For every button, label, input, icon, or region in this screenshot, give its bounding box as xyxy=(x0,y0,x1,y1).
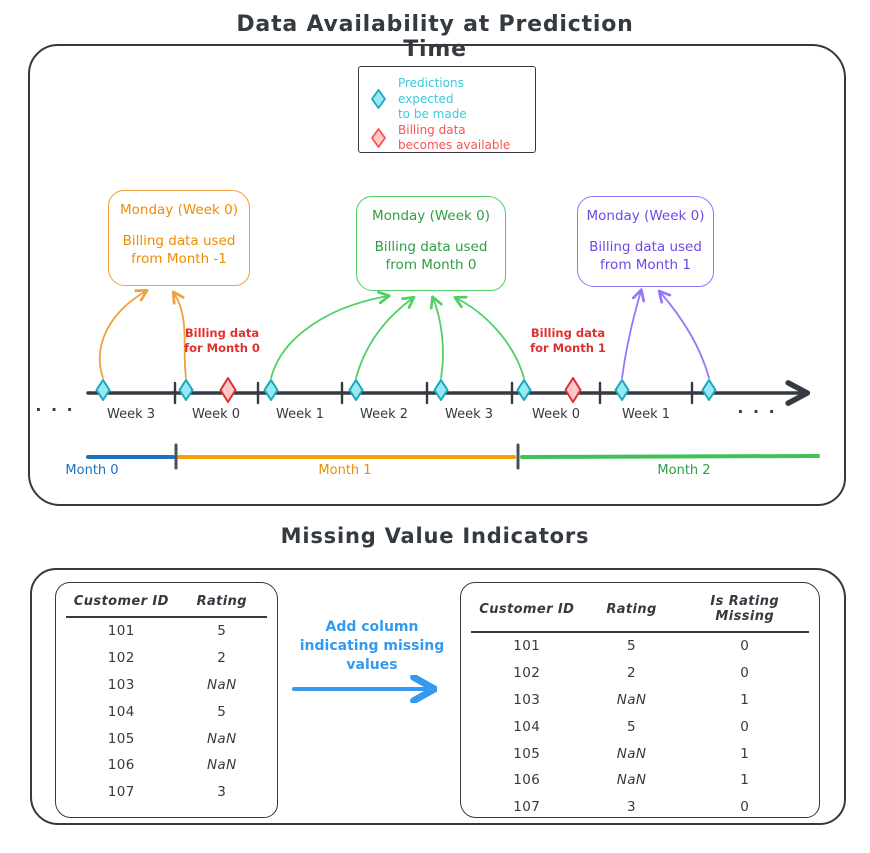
month2-label: Month 2 xyxy=(657,463,711,478)
month0-label: Month 0 xyxy=(65,463,119,478)
table-row: 104 5 0 xyxy=(471,713,809,740)
week-label: Week 0 xyxy=(191,407,241,422)
callout-title: Monday (Week 0) xyxy=(372,208,490,224)
header-row: Customer ID Rating Is Rating Missing xyxy=(471,588,809,633)
legend: Predictions expected to be made Billing … xyxy=(358,66,536,153)
cell: 101 xyxy=(513,638,541,655)
legend-item-billing: Billing data becomes available xyxy=(371,123,523,154)
week-label: Week 2 xyxy=(359,407,409,422)
cell: 107 xyxy=(107,784,135,801)
cell: 106 xyxy=(513,772,541,789)
callout-title: Monday (Week 0) xyxy=(120,202,238,218)
result-table: Customer ID Rating Is Rating Missing 101… xyxy=(471,588,809,820)
billing-data-month0-label: Billing data for Month 0 xyxy=(184,326,260,356)
cell: 5 xyxy=(627,718,637,735)
week-label: Week 1 xyxy=(621,407,671,422)
legend-label-predictions: Predictions expected to be made xyxy=(397,76,467,122)
cell: 5 xyxy=(217,703,227,720)
transform-arrow-label: Add column indicating missing values xyxy=(299,619,445,673)
callout-title: Monday (Week 0) xyxy=(586,208,705,224)
callout-month0: Monday (Week 0) Billing data used from M… xyxy=(356,196,506,291)
table-row: 101 5 xyxy=(66,617,267,645)
cell: 103 xyxy=(107,676,135,693)
cell: 105 xyxy=(107,730,135,747)
cell: NaN xyxy=(206,757,237,774)
timeline-ellipsis-left: . . . xyxy=(35,396,75,415)
cell: 1 xyxy=(740,691,750,708)
table-row: 105 NaN 1 xyxy=(471,740,809,767)
cell: 102 xyxy=(107,650,135,667)
timeline-section-panel xyxy=(28,44,846,506)
cell: 0 xyxy=(740,799,750,816)
week-label: Week 3 xyxy=(444,407,494,422)
legend-item-predictions: Predictions expected to be made xyxy=(371,76,523,123)
cell: 5 xyxy=(627,638,637,655)
table-row: 104 5 xyxy=(66,698,267,725)
cell: 105 xyxy=(513,745,541,762)
week-label: Week 0 xyxy=(531,407,581,422)
week-label: Week 1 xyxy=(275,407,325,422)
cell: 1 xyxy=(740,745,750,762)
cell: 103 xyxy=(513,691,541,708)
header-row: Customer ID Rating xyxy=(66,588,267,618)
cell: 101 xyxy=(107,623,135,640)
billing-data-month1-label: Billing data for Month 1 xyxy=(530,326,606,356)
cell: NaN xyxy=(206,730,237,747)
table-row: 103 NaN 1 xyxy=(471,687,809,714)
callout-month1: Monday (Week 0) Billing data used from M… xyxy=(577,196,714,287)
cell: 3 xyxy=(627,799,637,816)
col-header-is-rating-missing: Is Rating Missing xyxy=(680,588,809,633)
table-row: 106 NaN xyxy=(66,752,267,779)
week-label: Week 3 xyxy=(106,407,156,422)
billing-diamond-icon xyxy=(371,128,386,149)
cell: 3 xyxy=(217,784,227,801)
cell: 106 xyxy=(107,757,135,774)
col-header-customer-id: Customer ID xyxy=(471,588,583,633)
cell: 5 xyxy=(217,623,227,640)
table-row: 105 NaN xyxy=(66,725,267,752)
callout-body: Billing data used from Month 1 xyxy=(589,239,702,274)
month1-label: Month 1 xyxy=(318,463,372,478)
callout-body: Billing data used from Month -1 xyxy=(122,233,236,268)
callout-body: Billing data used from Month 0 xyxy=(374,239,488,274)
table-row: 101 5 0 xyxy=(471,632,809,660)
cell: NaN xyxy=(616,772,647,789)
cell: NaN xyxy=(616,691,647,708)
col-header-customer-id: Customer ID xyxy=(66,588,177,618)
cell: 107 xyxy=(513,799,541,816)
cell: 104 xyxy=(107,703,135,720)
cell: NaN xyxy=(206,676,237,693)
cell: 0 xyxy=(740,638,750,655)
cell: 2 xyxy=(627,665,637,682)
col-header-rating: Rating xyxy=(176,588,267,618)
timeline-ellipsis-right: . . . xyxy=(737,398,777,417)
table-row: 107 3 0 xyxy=(471,794,809,821)
cell: 102 xyxy=(513,665,541,682)
legend-label-billing: Billing data becomes available xyxy=(398,122,511,153)
source-table-box: Customer ID Rating 101 5 102 2 103 NaN 104 5… xyxy=(55,582,278,818)
table-row: 102 2 xyxy=(66,645,267,672)
table-row: 107 3 xyxy=(66,779,267,806)
cell: 1 xyxy=(740,772,750,789)
table-row: 103 NaN xyxy=(66,672,267,699)
cell: 0 xyxy=(740,718,750,735)
result-table-box: Customer ID Rating Is Rating Missing 101… xyxy=(460,582,820,818)
section1-title: Data Availability at Prediction Time xyxy=(236,12,634,62)
tables-section-panel xyxy=(30,568,846,825)
col-header-rating: Rating xyxy=(582,588,681,633)
table-row: 102 2 0 xyxy=(471,660,809,687)
cell: 104 xyxy=(513,718,541,735)
callout-month-minus1: Monday (Week 0) Billing data used from M… xyxy=(108,190,250,286)
prediction-diamond-icon xyxy=(371,89,386,110)
source-table: Customer ID Rating 101 5 102 2 103 NaN 104 5… xyxy=(66,588,267,805)
cell: NaN xyxy=(616,745,647,762)
cell: 0 xyxy=(740,665,750,682)
cell: 2 xyxy=(217,650,227,667)
table-row: 106 NaN 1 xyxy=(471,767,809,794)
section2-title: Missing Value Indicators xyxy=(280,524,590,548)
